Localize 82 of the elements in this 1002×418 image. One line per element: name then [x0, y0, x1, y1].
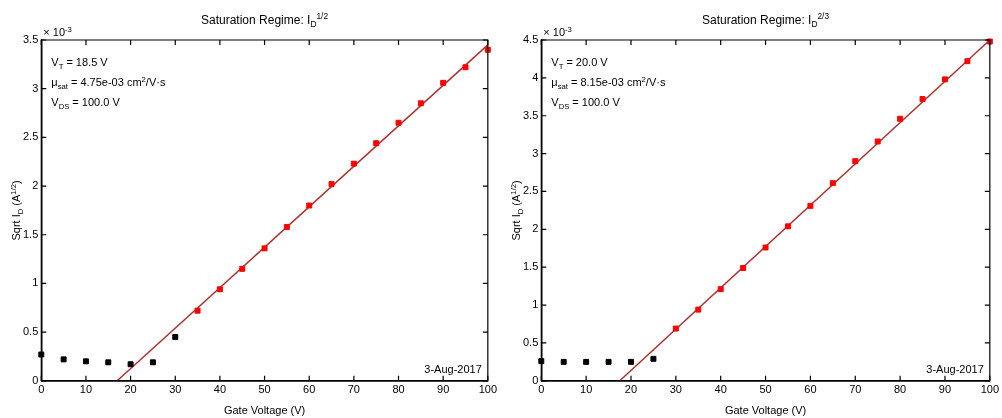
point [785, 223, 791, 230]
x-tick-label: 90 [938, 383, 952, 396]
point [650, 355, 657, 362]
point [239, 265, 246, 272]
point [717, 286, 724, 293]
y-tick-label: 1.5 [522, 260, 539, 273]
point [919, 96, 926, 103]
point [628, 358, 634, 365]
point [897, 115, 904, 122]
point [807, 202, 814, 209]
y-tick-label: 4 [532, 70, 539, 83]
x-tick-label: 90 [437, 383, 450, 396]
x-tick-label: 80 [893, 383, 907, 396]
point [38, 351, 45, 358]
x-tick-label: 30 [669, 383, 682, 396]
point [583, 358, 590, 365]
point [216, 286, 223, 293]
x-tick-label: 100 [478, 383, 497, 396]
x-tick-label: 60 [303, 383, 316, 396]
y-tick-label: 0 [32, 373, 39, 386]
y-tick-label: 2 [32, 179, 39, 192]
point [60, 356, 67, 363]
point [852, 158, 859, 165]
point [560, 358, 567, 365]
y-tick-label: 3 [532, 146, 539, 159]
point [350, 160, 357, 167]
point [373, 140, 380, 147]
y-tick-label: 3.5 [522, 108, 539, 121]
point [740, 264, 747, 271]
point [149, 359, 156, 366]
y-tick-label: 1 [532, 298, 539, 311]
point [440, 79, 447, 86]
point [105, 359, 112, 366]
x-tick-label: 10 [580, 383, 593, 396]
point [172, 334, 179, 340]
y-tick-label: 3 [32, 81, 39, 94]
x-tick-label: 70 [849, 383, 862, 396]
x-axis-title: Gate Voltage (V) [223, 404, 306, 416]
y-tick-label: 0 [532, 373, 539, 386]
x-tick-label: 100 [980, 383, 999, 396]
point [127, 361, 134, 368]
y-tick-label: 0.5 [522, 335, 539, 348]
point [964, 58, 971, 65]
x-tick-label: 70 [347, 383, 360, 396]
x-tick-label: 60 [804, 383, 817, 396]
point [417, 100, 424, 107]
x-tick-label: 40 [213, 383, 227, 396]
y-tick-label: 4.5 [522, 33, 539, 46]
point [605, 358, 612, 365]
x-tick-label: 40 [714, 383, 727, 396]
x-axis-title: Gate Voltage (V) [724, 404, 807, 416]
annotation: 3-Aug-2017 [926, 362, 984, 375]
point [328, 181, 335, 188]
point [283, 223, 290, 230]
point [306, 202, 313, 209]
y-tick-label: 2.5 [522, 184, 539, 197]
point [762, 244, 769, 251]
point [986, 38, 993, 45]
x-tick-label: 50 [759, 383, 772, 396]
y-tick-label: 1 [32, 276, 39, 289]
point [462, 64, 469, 71]
x-tick-label: 20 [624, 383, 638, 396]
annotation: 3-Aug-2017 [424, 362, 482, 375]
point [874, 138, 881, 145]
x-tick-label: 50 [258, 383, 271, 396]
y-tick-label: 2.5 [22, 130, 39, 143]
point [395, 119, 402, 126]
x-tick-label: 80 [392, 383, 405, 396]
point [82, 358, 89, 365]
point [695, 306, 702, 313]
x-tick-label: 30 [169, 383, 182, 396]
point [261, 245, 268, 252]
y-tick-label: 0.5 [22, 325, 39, 338]
point [672, 325, 679, 332]
x-tick-label: 10 [79, 383, 93, 396]
y-tick-label: 1.5 [22, 227, 39, 240]
x-tick-label: 20 [124, 383, 137, 396]
y-tick-label: 3.5 [22, 33, 39, 46]
point [942, 76, 948, 83]
point [829, 180, 836, 187]
point [194, 307, 201, 314]
y-tick-label: 2 [532, 222, 539, 235]
